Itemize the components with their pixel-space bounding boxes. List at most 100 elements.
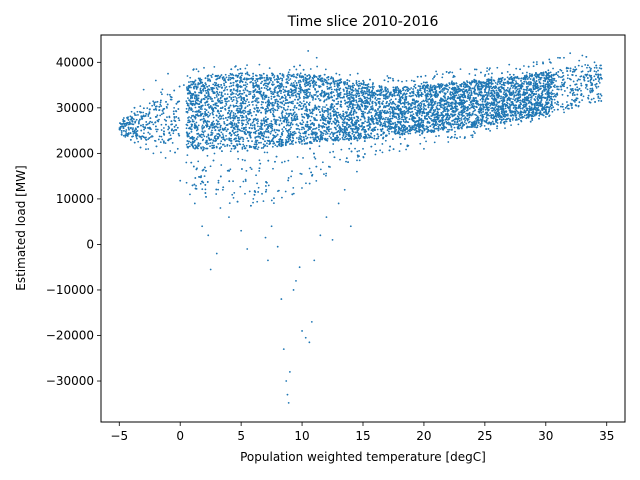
data-point [470, 89, 472, 92]
data-point [201, 139, 204, 142]
data-point [317, 97, 320, 100]
data-point [267, 107, 269, 110]
data-point [386, 129, 389, 132]
data-point [419, 142, 422, 145]
data-point [557, 88, 560, 91]
data-point [405, 101, 408, 104]
data-point [369, 96, 372, 98]
data-point [354, 88, 357, 90]
data-point [282, 88, 285, 91]
data-point [333, 88, 336, 91]
data-point [199, 77, 201, 80]
data-point [326, 85, 329, 88]
data-point [137, 114, 139, 116]
data-point [517, 123, 520, 126]
data-point [305, 105, 308, 108]
data-point [190, 86, 192, 89]
data-point [260, 147, 263, 149]
data-point [204, 188, 207, 191]
data-point [169, 93, 171, 96]
data-point [468, 107, 471, 110]
data-point [282, 107, 285, 109]
data-point [333, 85, 336, 88]
data-point [324, 133, 327, 135]
data-point [350, 95, 352, 98]
data-point [236, 105, 239, 108]
data-point [271, 81, 274, 83]
data-point [532, 94, 535, 97]
data-point [221, 99, 223, 102]
data-point [512, 98, 515, 101]
data-point [274, 136, 277, 139]
data-point [597, 95, 600, 98]
data-point [253, 143, 256, 146]
data-point [570, 89, 573, 92]
data-point [262, 117, 265, 120]
data-point [189, 94, 192, 97]
data-point [269, 90, 272, 93]
data-point [152, 100, 155, 103]
data-point [315, 107, 318, 110]
data-point [188, 81, 190, 83]
data-point [372, 120, 375, 123]
data-point [554, 102, 556, 104]
data-point [526, 71, 528, 74]
data-point [220, 136, 223, 139]
data-point [270, 199, 273, 202]
data-point [156, 100, 159, 103]
data-point [292, 102, 294, 105]
data-point [457, 94, 460, 96]
data-point [160, 113, 163, 116]
data-point [284, 127, 287, 130]
data-point [262, 146, 265, 149]
data-point [343, 90, 345, 92]
data-point [457, 85, 460, 88]
data-point [563, 90, 566, 92]
data-point [465, 112, 468, 115]
data-point [535, 76, 538, 79]
data-point [556, 88, 559, 91]
data-point [273, 76, 275, 79]
data-point [364, 120, 366, 123]
data-point [281, 134, 284, 136]
data-point [212, 113, 214, 116]
data-point [412, 88, 415, 90]
data-point [503, 113, 506, 116]
data-point [339, 138, 342, 140]
data-point [278, 116, 281, 119]
data-point [427, 98, 430, 101]
data-point [484, 91, 486, 94]
data-point [446, 91, 449, 93]
data-point [518, 89, 521, 92]
data-point [328, 135, 331, 138]
data-point [510, 81, 513, 84]
data-point [513, 96, 515, 98]
data-point [448, 97, 451, 100]
data-point [570, 104, 573, 107]
data-point [209, 112, 212, 115]
data-point [158, 109, 161, 111]
data-point [318, 124, 321, 127]
data-point [282, 100, 285, 103]
data-point [537, 78, 540, 81]
data-point [330, 88, 333, 91]
data-point [233, 124, 236, 126]
data-point [275, 78, 278, 81]
data-point [310, 130, 313, 132]
data-point [263, 122, 266, 125]
data-point [441, 73, 444, 76]
data-point [249, 90, 252, 93]
data-point [355, 81, 358, 84]
data-point [479, 98, 482, 101]
data-point [382, 106, 385, 109]
data-point [292, 73, 295, 76]
data-point [270, 98, 273, 100]
data-point [371, 89, 374, 92]
data-point [308, 74, 310, 76]
data-point [264, 185, 267, 187]
data-point [493, 95, 496, 98]
data-point [371, 96, 374, 99]
data-point [521, 98, 524, 101]
data-point [251, 101, 253, 104]
